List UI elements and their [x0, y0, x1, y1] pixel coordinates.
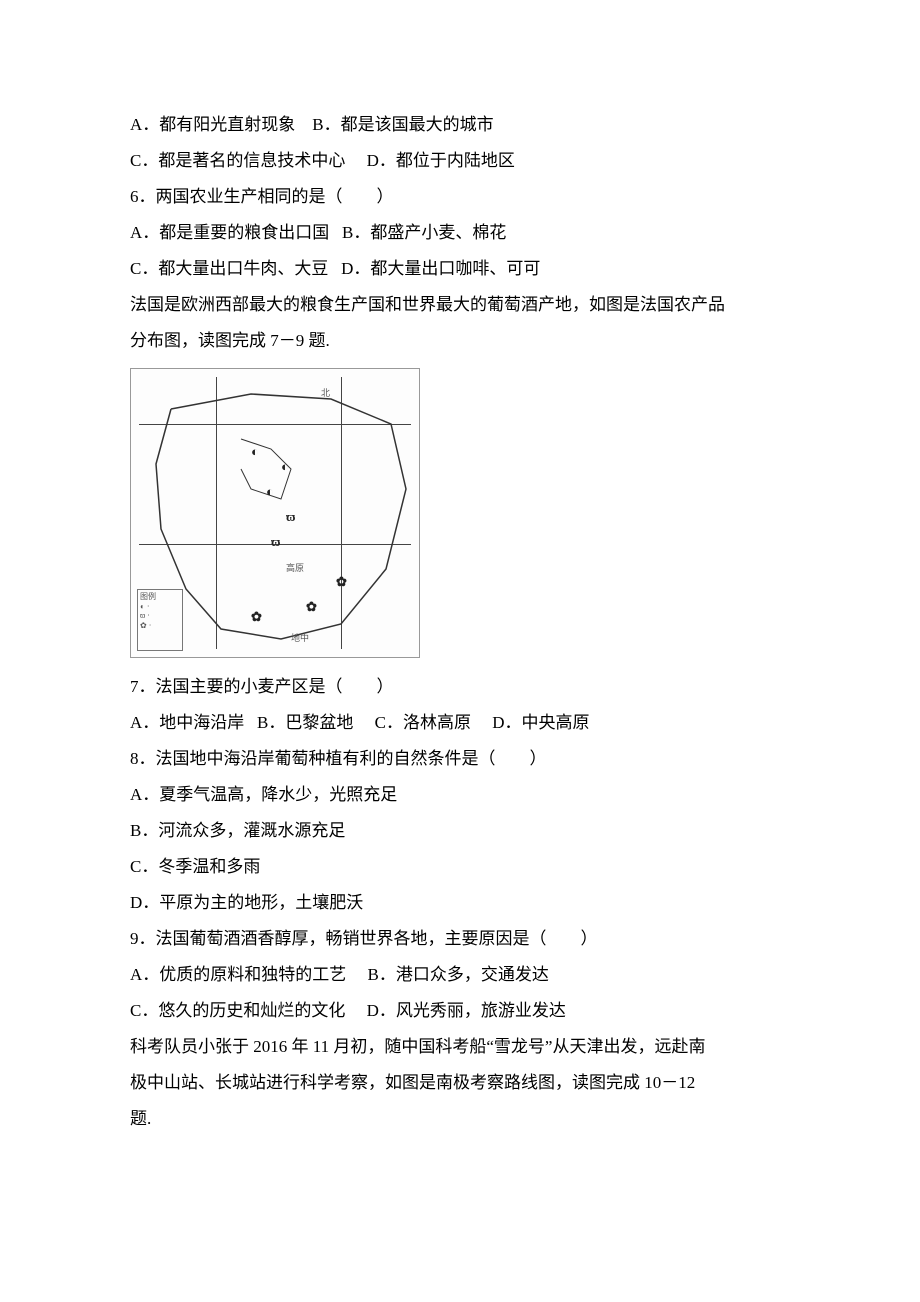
q6-option-d: D．都大量出口咖啡、可可	[341, 259, 540, 278]
q6-option-line-ab: A．都是重要的粮食出口国 B．都盛产小麦、棉花	[130, 216, 790, 250]
q9-option-d: D．风光秀丽，旅游业发达	[367, 1001, 566, 1020]
france-map-figure: ◐ ◐ ◐ ϖ ϖ ✿ ✿ ✿ 北 高原 地中 图例 ◐ · ϖ · ✿ ·	[130, 368, 420, 658]
antarctic-passage-l1: 科考队员小张于 2016 年 11 月初，随中国科考船“雪龙号”从天津出发，远赴…	[130, 1030, 790, 1064]
q8-option-b: B．河流众多，灌溉水源充足	[130, 814, 790, 848]
q6-option-c: C．都大量出口牛肉、大豆	[130, 259, 328, 278]
q7-option-a: A．地中海沿岸	[130, 713, 244, 732]
q7-option-b: B．巴黎盆地	[257, 713, 353, 732]
q8-option-d: D．平原为主的地形，土壤肥沃	[130, 886, 790, 920]
q5-option-b: B．都是该国最大的城市	[312, 115, 493, 134]
q9-option-line-ab: A．优质的原料和独特的工艺 B．港口众多，交通发达	[130, 958, 790, 992]
q8-option-a: A．夏季气温高，降水少，光照充足	[130, 778, 790, 812]
antarctic-passage-l2: 极中山站、长城站进行科学考察，如图是南极考察路线图，读图完成 10－12	[130, 1066, 790, 1100]
q7-option-c: C．洛林高原	[375, 713, 471, 732]
map-label-north: 北	[321, 384, 330, 402]
q9-option-line-cd: C．悠久的历史和灿烂的文化 D．风光秀丽，旅游业发达	[130, 994, 790, 1028]
q7-options: A．地中海沿岸 B．巴黎盆地 C．洛林高原 D．中央高原	[130, 706, 790, 740]
q5-option-d: D．都位于内陆地区	[367, 151, 515, 170]
q6-stem: 6．两国农业生产相同的是（ ）	[130, 180, 790, 214]
france-passage-l2: 分布图，读图完成 7－9 题.	[130, 324, 790, 358]
q8-stem: 8．法国地中海沿岸葡萄种植有利的自然条件是（ ）	[130, 742, 790, 776]
map-legend: 图例 ◐ · ϖ · ✿ ·	[137, 589, 183, 651]
map-legend-title: 图例	[140, 592, 180, 602]
q5-option-c: C．都是著名的信息技术中心	[130, 151, 345, 170]
q7-stem: 7．法国主要的小麦产区是（ ）	[130, 670, 790, 704]
antarctic-passage-l3: 题.	[130, 1102, 790, 1136]
q9-option-a: A．优质的原料和独特的工艺	[130, 965, 346, 984]
q8-option-c: C．冬季温和多雨	[130, 850, 790, 884]
q6-option-a: A．都是重要的粮食出口国	[130, 223, 329, 242]
map-label-med: 地中	[291, 629, 309, 647]
q6-option-b: B．都盛产小麦、棉花	[342, 223, 506, 242]
q9-option-c: C．悠久的历史和灿烂的文化	[130, 1001, 345, 1020]
q6-option-line-cd: C．都大量出口牛肉、大豆 D．都大量出口咖啡、可可	[130, 252, 790, 286]
q7-option-d: D．中央高原	[492, 713, 589, 732]
q9-option-b: B．港口众多，交通发达	[368, 965, 549, 984]
q9-stem: 9．法国葡萄酒酒香醇厚，畅销世界各地，主要原因是（ ）	[130, 922, 790, 956]
q5-option-a: A．都有阳光直射现象	[130, 115, 295, 134]
map-label-plateau: 高原	[286, 559, 304, 577]
q5-option-line-cd: C．都是著名的信息技术中心 D．都位于内陆地区	[130, 144, 790, 178]
france-passage-l1: 法国是欧洲西部最大的粮食生产国和世界最大的葡萄酒产地，如图是法国农产品	[130, 288, 790, 322]
q5-option-line-ab: A．都有阳光直射现象 B．都是该国最大的城市	[130, 108, 790, 142]
